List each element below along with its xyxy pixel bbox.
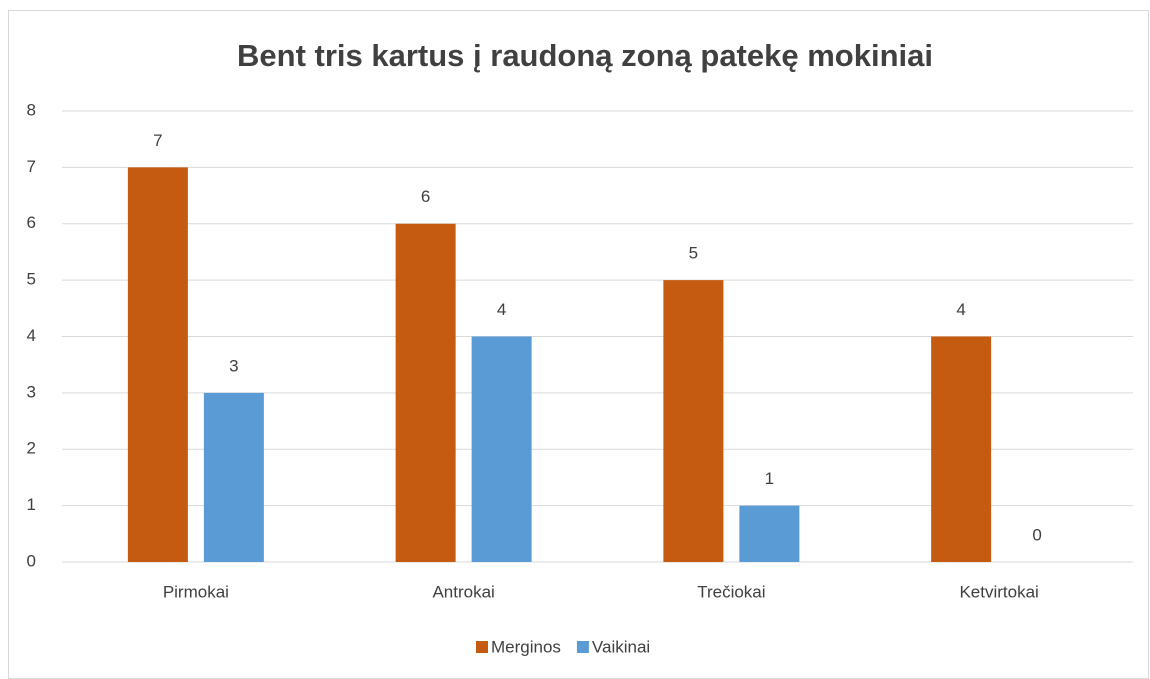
bar: [471, 336, 532, 562]
data-label: 1: [765, 469, 774, 488]
y-tick-label: 6: [27, 213, 36, 232]
bar: [203, 392, 264, 562]
bar: [931, 336, 992, 562]
legend-swatch: [476, 641, 488, 653]
data-label: 0: [1032, 525, 1041, 544]
data-label: 3: [229, 356, 238, 375]
legend-label: Merginos: [491, 637, 561, 656]
x-tick-label: Trečiokai: [697, 582, 765, 601]
y-tick-label: 8: [27, 100, 36, 119]
data-label: 5: [689, 244, 698, 263]
y-tick-label: 4: [27, 326, 36, 345]
legend-label: Vaikinai: [592, 637, 650, 656]
x-tick-label: Antrokai: [432, 582, 494, 601]
bar: [739, 505, 800, 562]
data-label: 4: [956, 300, 965, 319]
data-label: 6: [421, 187, 430, 206]
x-tick-label: Ketvirtokai: [959, 582, 1038, 601]
data-label: 7: [153, 131, 162, 150]
y-tick-label: 7: [27, 157, 36, 176]
legend-swatch: [576, 641, 589, 653]
y-tick-label: 3: [27, 382, 36, 401]
x-tick-label: Pirmokai: [163, 582, 229, 601]
y-tick-label: 2: [27, 439, 36, 458]
bar: [663, 280, 724, 562]
y-tick-label: 0: [27, 551, 36, 570]
y-tick-label: 5: [27, 270, 36, 289]
data-label: 4: [497, 300, 506, 319]
bar: [395, 223, 456, 562]
y-tick-label: 1: [27, 495, 36, 514]
chart-title: Bent tris kartus į raudoną zoną patekę m…: [237, 38, 933, 73]
bar: [127, 167, 188, 562]
